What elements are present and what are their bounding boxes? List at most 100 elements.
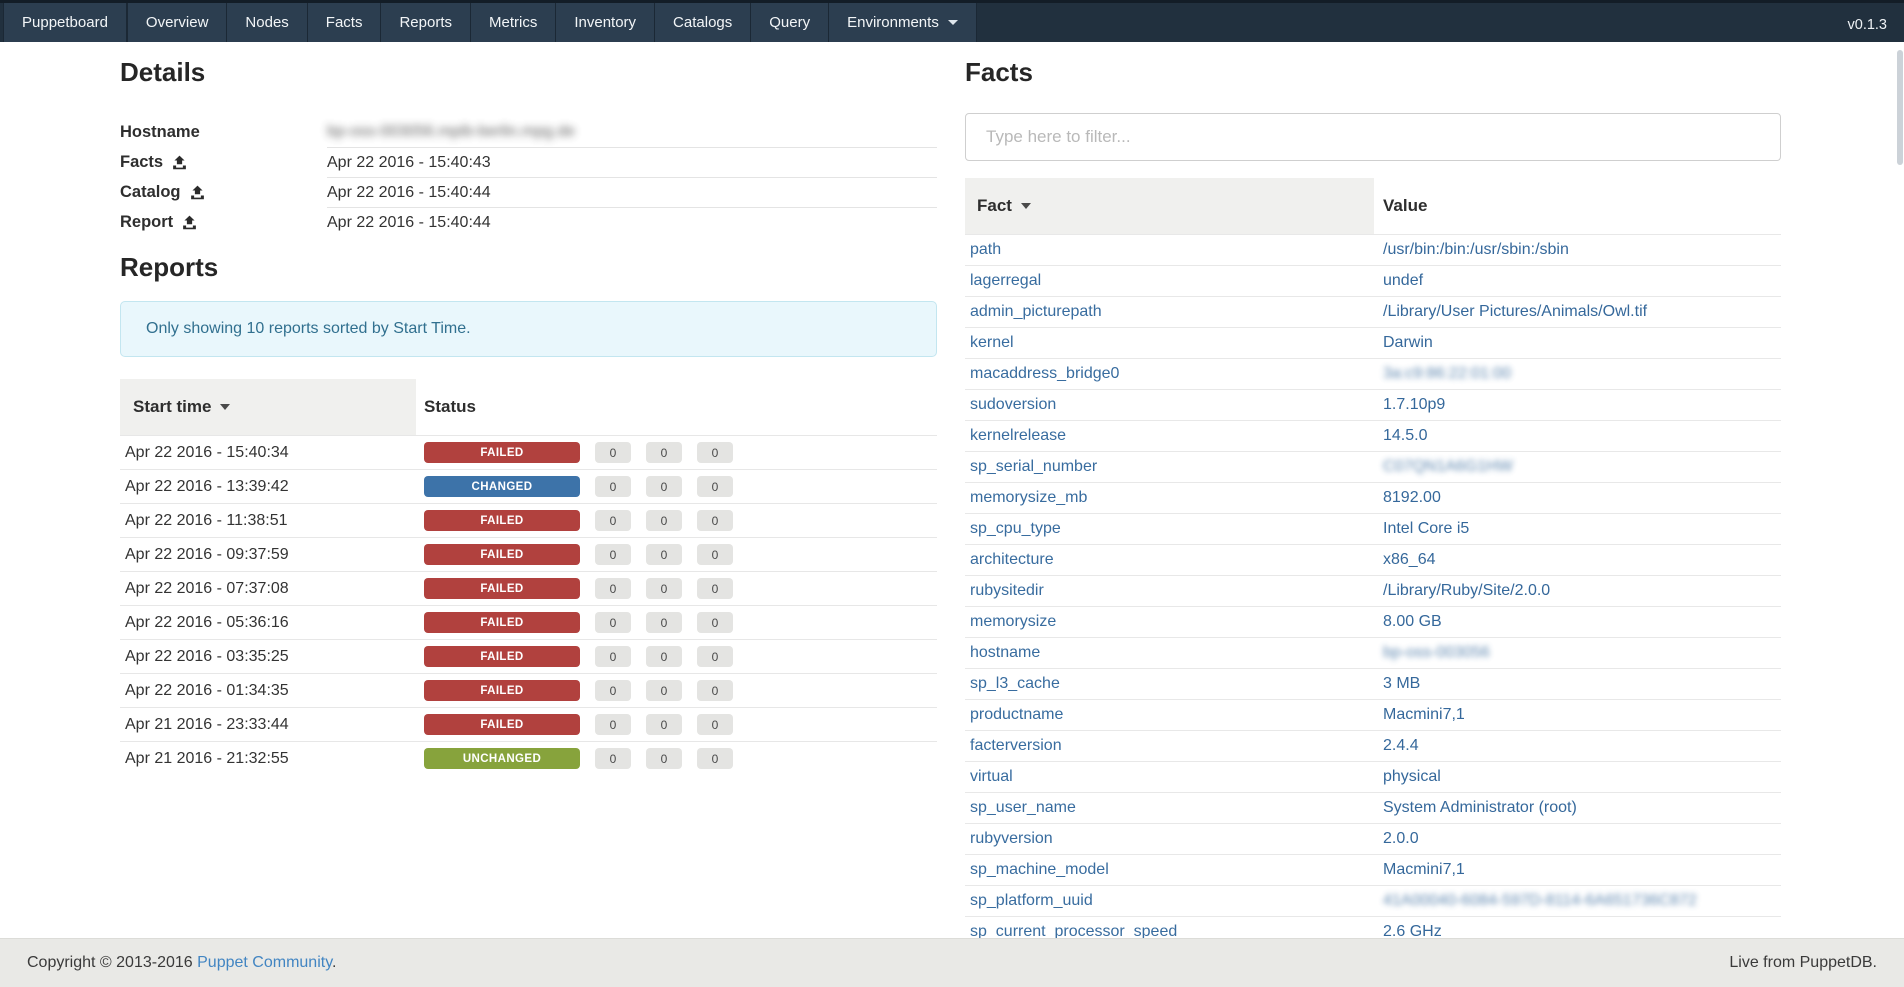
column-header-status[interactable]: Status xyxy=(424,397,476,416)
details-label: Hostname xyxy=(120,122,200,141)
fact-value[interactable]: 3 MB xyxy=(1383,675,1421,692)
fact-name-link[interactable]: architecture xyxy=(970,551,1054,568)
upload-icon[interactable] xyxy=(190,185,205,200)
fact-value[interactable]: System Administrator (root) xyxy=(1383,799,1577,816)
fact-value[interactable]: /usr/bin:/bin:/usr/sbin:/sbin xyxy=(1383,241,1569,258)
sort-caret-icon xyxy=(1020,203,1031,209)
fact-value[interactable]: bp-oss-003056 xyxy=(1383,644,1490,661)
puppet-community-link[interactable]: Puppet Community xyxy=(197,954,332,971)
scrollbar-thumb[interactable] xyxy=(1897,50,1903,165)
nav-item[interactable]: Reports xyxy=(381,3,471,42)
details-value: Apr 22 2016 - 15:40:44 xyxy=(327,207,937,237)
report-start-time: Apr 22 2016 - 13:39:42 xyxy=(125,477,289,495)
fact-name-link[interactable]: sp_machine_model xyxy=(970,861,1109,878)
fact-name-link[interactable]: sp_l3_cache xyxy=(970,675,1060,692)
fact-filter-input[interactable] xyxy=(965,113,1781,161)
fact-value[interactable]: 2.6 GHz xyxy=(1383,923,1442,940)
report-status-badge[interactable]: FAILED xyxy=(424,714,580,735)
fact-row: sp_machine_model Macmini7,1 xyxy=(965,854,1781,885)
fact-name-link[interactable]: rubysitedir xyxy=(970,582,1044,599)
fact-value[interactable]: Macmini7,1 xyxy=(1383,861,1465,878)
nav-item[interactable]: Query xyxy=(751,3,830,42)
fact-name-link[interactable]: sudoversion xyxy=(970,396,1057,413)
fact-name-link[interactable]: path xyxy=(970,241,1002,258)
report-status-badge[interactable]: FAILED xyxy=(424,680,580,701)
fact-value[interactable]: physical xyxy=(1383,768,1441,785)
fact-name-link[interactable]: memorysize xyxy=(970,613,1057,630)
fact-value[interactable]: undef xyxy=(1383,272,1424,289)
column-header-start-time[interactable]: Start time xyxy=(120,379,416,435)
report-row: Apr 21 2016 - 23:33:44 FAILED 0 0 0 xyxy=(120,707,937,741)
nav-item[interactable]: Overview xyxy=(126,3,228,42)
report-count-badge: 0 xyxy=(595,510,631,531)
report-status-badge[interactable]: UNCHANGED xyxy=(424,748,580,769)
report-row: Apr 22 2016 - 07:37:08 FAILED 0 0 0 xyxy=(120,571,937,605)
report-status-badge[interactable]: FAILED xyxy=(424,646,580,667)
fact-value[interactable]: 41A00040-6084-597D-8114-6A651736C872 xyxy=(1383,892,1697,909)
nav-item[interactable]: Catalogs xyxy=(655,3,752,42)
fact-value[interactable]: /Library/User Pictures/Animals/Owl.tif xyxy=(1383,303,1648,320)
report-status-badge[interactable]: FAILED xyxy=(424,510,580,531)
fact-value[interactable]: C07QN1A6G1HW xyxy=(1383,458,1513,475)
fact-name-link[interactable]: rubyversion xyxy=(970,830,1053,847)
nav-item[interactable]: Metrics xyxy=(471,3,557,42)
column-header-fact[interactable]: Fact xyxy=(965,178,1374,234)
fact-name-link[interactable]: kernelrelease xyxy=(970,427,1067,444)
fact-row: productname Macmini7,1 xyxy=(965,699,1781,730)
column-header-value[interactable]: Value xyxy=(1383,196,1428,215)
fact-value[interactable]: 3a:c9:86:22:01:00 xyxy=(1383,365,1512,382)
fact-row: sudoversion 1.7.10p9 xyxy=(965,389,1781,420)
fact-row: admin_picturepath /Library/User Pictures… xyxy=(965,296,1781,327)
report-status-badge[interactable]: FAILED xyxy=(424,578,580,599)
report-count-badge: 0 xyxy=(646,714,682,735)
report-row: Apr 22 2016 - 15:40:34 FAILED 0 0 0 xyxy=(120,435,937,469)
fact-name-link[interactable]: sp_serial_number xyxy=(970,458,1098,475)
fact-name-link[interactable]: productname xyxy=(970,706,1064,723)
fact-value[interactable]: 14.5.0 xyxy=(1383,427,1428,444)
fact-value[interactable]: /Library/Ruby/Site/2.0.0 xyxy=(1383,582,1551,599)
nav-item-environments[interactable]: Environments xyxy=(829,3,977,42)
fact-row: memorysize_mb 8192.00 xyxy=(965,482,1781,513)
report-count-badge: 0 xyxy=(697,578,733,599)
fact-value[interactable]: 2.0.0 xyxy=(1383,830,1419,847)
fact-name-link[interactable]: sp_platform_uuid xyxy=(970,892,1093,909)
fact-name-link[interactable]: kernel xyxy=(970,334,1014,351)
report-start-time: Apr 22 2016 - 07:37:08 xyxy=(125,579,289,597)
navbar-brand[interactable]: Puppetboard xyxy=(3,3,127,42)
fact-name-link[interactable]: hostname xyxy=(970,644,1041,661)
nav-item[interactable]: Inventory xyxy=(556,3,656,42)
fact-value[interactable]: x86_64 xyxy=(1383,551,1436,568)
fact-value[interactable]: 8192.00 xyxy=(1383,489,1441,506)
fact-name-link[interactable]: sp_user_name xyxy=(970,799,1076,816)
fact-name-link[interactable]: facterversion xyxy=(970,737,1062,754)
nav-item[interactable]: Nodes xyxy=(227,3,308,42)
report-status-badge[interactable]: FAILED xyxy=(424,612,580,633)
fact-name-link[interactable]: macaddress_bridge0 xyxy=(970,365,1120,382)
report-count-badge: 0 xyxy=(697,612,733,633)
upload-icon[interactable] xyxy=(172,155,187,170)
fact-value[interactable]: 8.00 GB xyxy=(1383,613,1442,630)
fact-name-link[interactable]: sp_cpu_type xyxy=(970,520,1061,537)
nav-item[interactable]: Facts xyxy=(307,3,382,42)
fact-row: kernel Darwin xyxy=(965,327,1781,358)
report-count-badge: 0 xyxy=(595,748,631,769)
copyright-text: Copyright © 2013-2016 Puppet Community. xyxy=(27,954,337,971)
fact-name-link[interactable]: admin_picturepath xyxy=(970,303,1102,320)
fact-name-link[interactable]: virtual xyxy=(970,768,1013,785)
fact-value[interactable]: Macmini7,1 xyxy=(1383,706,1465,723)
fact-value[interactable]: 1.7.10p9 xyxy=(1383,396,1446,413)
fact-value[interactable]: Darwin xyxy=(1383,334,1433,351)
report-status-badge[interactable]: FAILED xyxy=(424,544,580,565)
fact-value[interactable]: Intel Core i5 xyxy=(1383,520,1470,537)
fact-name-link[interactable]: memorysize_mb xyxy=(970,489,1088,506)
fact-name-link[interactable]: lagerregal xyxy=(970,272,1042,289)
report-row: Apr 21 2016 - 21:32:55 UNCHANGED 0 0 0 xyxy=(120,741,937,775)
report-status-badge[interactable]: FAILED xyxy=(424,442,580,463)
report-status-badge[interactable]: CHANGED xyxy=(424,476,580,497)
report-count-badge: 0 xyxy=(595,476,631,497)
report-start-time: Apr 22 2016 - 03:35:25 xyxy=(125,647,289,665)
upload-icon[interactable] xyxy=(182,215,197,230)
fact-name-link[interactable]: sp_current_processor_speed xyxy=(970,923,1178,940)
fact-value[interactable]: 2.4.4 xyxy=(1383,737,1419,754)
details-table: Hostname bp-oss-003056.mpib-berlin.mpg.d… xyxy=(120,117,937,237)
